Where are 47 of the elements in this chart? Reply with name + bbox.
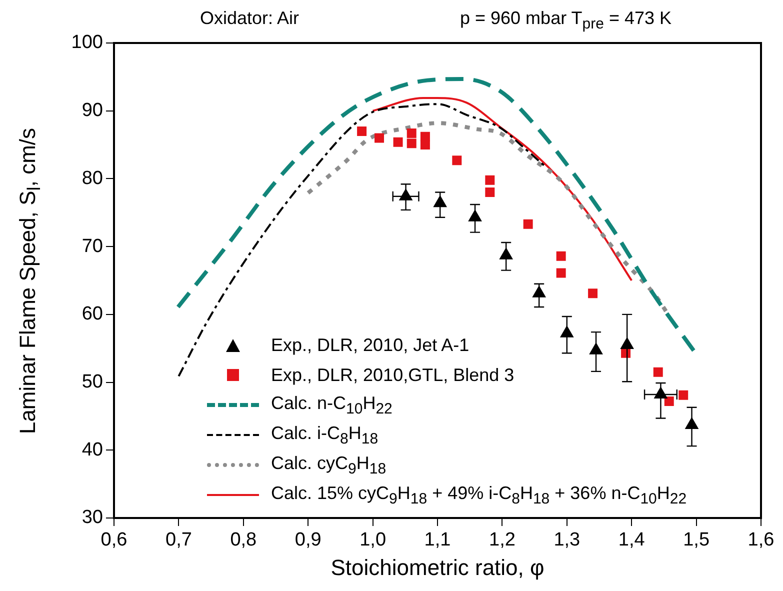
legend-label: Calc. n-C$_{10}$H$_{22}$ <box>271 392 392 418</box>
x-tick-label: 0,8 <box>230 530 257 551</box>
line-series <box>372 96 633 282</box>
y-tick-label: 100 <box>71 32 103 54</box>
y-tick-label: 70 <box>82 236 103 257</box>
y-tick-label: 90 <box>82 100 103 122</box>
x-tick-label: 1,4 <box>618 530 646 551</box>
point <box>468 210 482 222</box>
x-tick-label: 1,0 <box>360 530 386 551</box>
point <box>556 268 566 278</box>
point <box>420 140 430 150</box>
x-axis-title: Stoichiometric ratio, φ <box>330 555 544 581</box>
x-tick-label: 1,1 <box>424 530 451 551</box>
point <box>678 390 688 400</box>
x-tick-label: 1,6 <box>748 530 774 551</box>
point <box>556 251 566 261</box>
y-tick-label: 40 <box>82 439 103 460</box>
point <box>406 138 416 148</box>
x-tick-label: 1,3 <box>554 530 580 551</box>
chart-title: Oxidator: Air <box>200 8 300 29</box>
y-tick-label: 30 <box>82 507 103 528</box>
point <box>664 396 674 406</box>
point <box>374 133 384 143</box>
x-tick-label: 1,2 <box>488 530 516 551</box>
legend-label: Calc. i-C$_{8}$H$_{18}$ <box>271 422 378 448</box>
point <box>485 188 495 198</box>
chart-subtitle: p = 960 mbar T$_{pre}$ = 473 K <box>460 8 672 33</box>
x-tick-label: 0,6 <box>100 530 128 551</box>
point <box>523 219 533 229</box>
y-tick-label: 50 <box>82 372 103 393</box>
x-tick-label: 0,9 <box>294 530 322 551</box>
text: Calc. 15% cyC$_{9}$H$_{18}$ + 49% i-C$_{8}$H$_{18}$ + 36% n-C$_{10}$H$_{22}$ <box>271 482 687 508</box>
point <box>589 342 603 354</box>
x-tick-label: 0,7 <box>165 530 192 551</box>
point <box>452 156 462 166</box>
point <box>406 128 416 138</box>
legend-label: Calc. cyC$_{9}$H$_{18}$ <box>271 452 386 478</box>
legend-label: Exp., DLR, 2010,GTL, Blend 3 <box>271 364 514 386</box>
point <box>485 175 495 185</box>
x-tick-label: 1,5 <box>683 530 710 551</box>
point <box>393 137 403 147</box>
point <box>588 288 598 298</box>
y-tick-label: 60 <box>82 304 103 325</box>
point <box>357 126 367 136</box>
y-tick-label: 80 <box>82 168 103 189</box>
legend-label: Exp., DLR, 2010, Jet A-1 <box>271 334 470 356</box>
point <box>653 367 663 377</box>
